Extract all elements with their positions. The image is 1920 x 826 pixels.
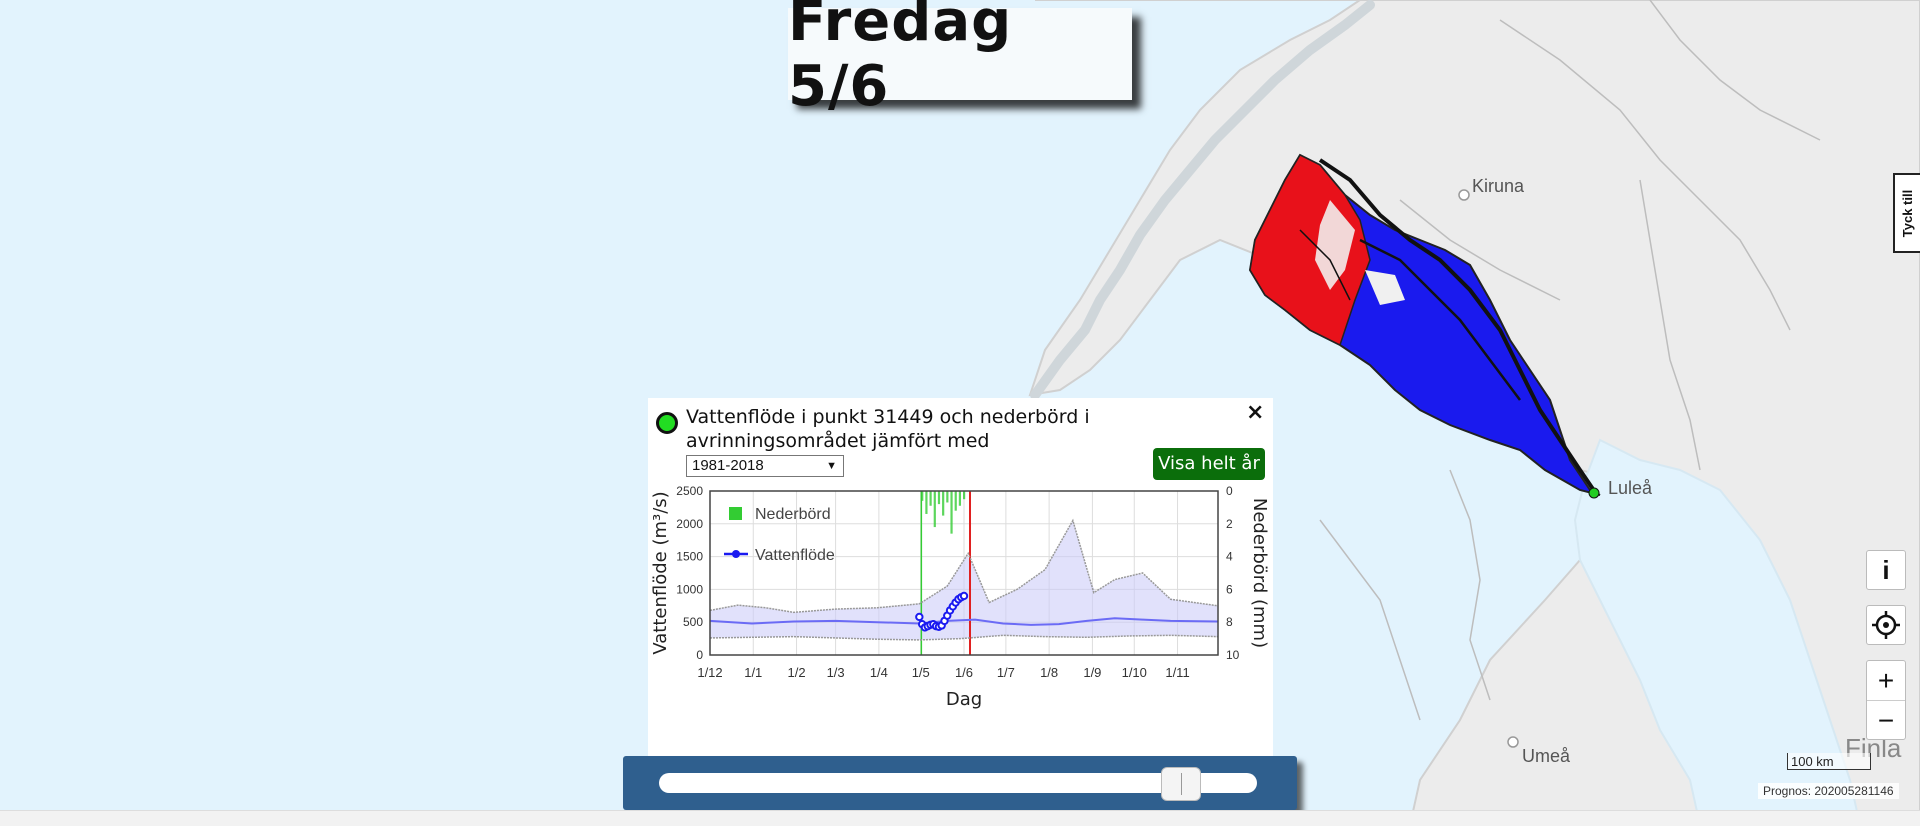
flow-chart[interactable]: 0 500 1000 1500 2000 2500 0 2 4 6 8 10 1/12 1/1 1/2 1/3… — [648, 481, 1273, 756]
zoom-controls: + − — [1866, 660, 1906, 740]
x-tick-label: 1/11 — [1165, 665, 1189, 680]
y2-tick-label: 8 — [1226, 615, 1233, 629]
full-year-button[interactable]: Visa helt år — [1153, 448, 1265, 480]
locate-button[interactable] — [1866, 605, 1906, 645]
coast-norway — [1030, 0, 1375, 400]
x-tick-label: 1/6 — [955, 665, 973, 680]
info-button[interactable]: i — [1866, 550, 1906, 590]
y-axis-label: Vattenflöde (m³/s) — [650, 491, 671, 654]
place-umea: Umeå — [1522, 746, 1571, 766]
popup-title: Vattenflöde i punkt 31449 och nederbörd … — [686, 406, 1090, 452]
x-tick-label: 1/3 — [827, 665, 845, 680]
forecast-label: Prognos: 202005281146 — [1758, 783, 1899, 799]
precip-bar — [946, 491, 949, 503]
flow-point — [959, 591, 969, 601]
period-select[interactable]: 1981-2018 ▼ — [686, 455, 844, 477]
x-axis-label: Dag — [946, 689, 982, 710]
outlet-point-icon[interactable] — [1588, 487, 1600, 499]
x-tick-label: 1/2 — [787, 665, 805, 680]
y-tick-label: 2500 — [676, 484, 703, 498]
caret-down-icon: ▼ — [826, 460, 837, 472]
x-tick-label: 1/9 — [1083, 665, 1101, 680]
x-tick-label: 1/4 — [870, 665, 888, 680]
x-tick-label: 1/8 — [1040, 665, 1058, 680]
series-median-line — [709, 617, 1219, 626]
series-max-line — [709, 518, 1219, 614]
period-select-value: 1981-2018 — [692, 457, 764, 474]
y-tick-label: 1000 — [676, 582, 703, 596]
y2-tick-label: 2 — [1226, 517, 1233, 531]
precip-bar — [921, 491, 924, 501]
flow-point — [915, 612, 924, 622]
legend-precip-swatch — [729, 507, 742, 520]
precip-bar — [963, 491, 966, 500]
y2-tick-label: 6 — [1226, 582, 1233, 596]
precip-bar — [950, 491, 953, 534]
y-tick-label: 1500 — [676, 550, 703, 564]
date-label: Fredag 5/6 — [788, 0, 1013, 119]
legend-flow-marker — [732, 550, 740, 558]
gulf-of-bothnia — [1573, 438, 1862, 825]
date-slider-panel — [623, 756, 1297, 810]
scale-bar: 100 km — [1787, 753, 1871, 770]
zoom-in-button[interactable]: + — [1867, 661, 1905, 701]
x-tick-label: 1/7 — [997, 665, 1015, 680]
x-tick-label: 1/12 — [697, 665, 722, 680]
precip-bar — [942, 491, 945, 516]
station-popup: Vattenflöde i punkt 31449 och nederbörd … — [648, 398, 1273, 756]
station-status-icon — [656, 412, 678, 434]
chart-marks — [915, 591, 969, 632]
chart-band — [710, 520, 1218, 640]
y2-tick-label: 10 — [1226, 648, 1240, 662]
y-tick-label: 2000 — [676, 517, 703, 531]
zoom-out-button[interactable]: − — [1877, 704, 1895, 736]
chart-legend: Nederbörd Vattenflöde — [724, 506, 835, 564]
y-tick-label: 0 — [696, 648, 703, 662]
bottom-strip — [0, 810, 1920, 826]
feedback-tab[interactable]: Tyck till — [1893, 173, 1920, 253]
y2-axis-label: Nederbörd (mm) — [1249, 498, 1270, 648]
x-tick-label: 1/10 — [1122, 665, 1147, 680]
feedback-label: Tyck till — [1900, 189, 1916, 237]
legend-precip-label: Nederbörd — [755, 506, 831, 523]
legend-flow-label: Vattenflöde — [755, 547, 835, 564]
date-header: Fredag 5/6 — [788, 0, 1132, 119]
date-slider-track[interactable] — [659, 773, 1257, 793]
crosshair-icon — [1872, 611, 1900, 639]
place-kiruna: Kiruna — [1472, 176, 1525, 196]
precip-bar — [937, 491, 941, 505]
date-slider-handle[interactable] — [1161, 767, 1202, 801]
close-icon[interactable]: × — [1246, 400, 1265, 425]
drainage-basin[interactable] — [1248, 153, 1601, 496]
x-tick-label: 1/5 — [912, 665, 930, 680]
chart-axes: 0 500 1000 1500 2000 2500 0 2 4 6 8 10 1/12 1/1 1/2 1/3… — [650, 484, 1270, 710]
precip-bar — [933, 491, 936, 528]
y2-tick-label: 0 — [1226, 484, 1233, 498]
precip-bar — [958, 491, 962, 506]
y2-tick-label: 4 — [1226, 550, 1233, 564]
series-min-line — [709, 634, 1219, 641]
x-tick-label: 1/1 — [744, 665, 762, 680]
precipitation-bars — [921, 491, 966, 534]
precip-bar — [929, 491, 932, 506]
range-band — [710, 520, 1218, 640]
place-lulea: Luleå — [1608, 478, 1653, 498]
precip-bar — [954, 491, 957, 511]
y-tick-label: 500 — [683, 615, 703, 629]
plot-frame — [709, 490, 1219, 656]
info-icon: i — [1882, 554, 1890, 585]
precip-bar — [925, 491, 928, 514]
